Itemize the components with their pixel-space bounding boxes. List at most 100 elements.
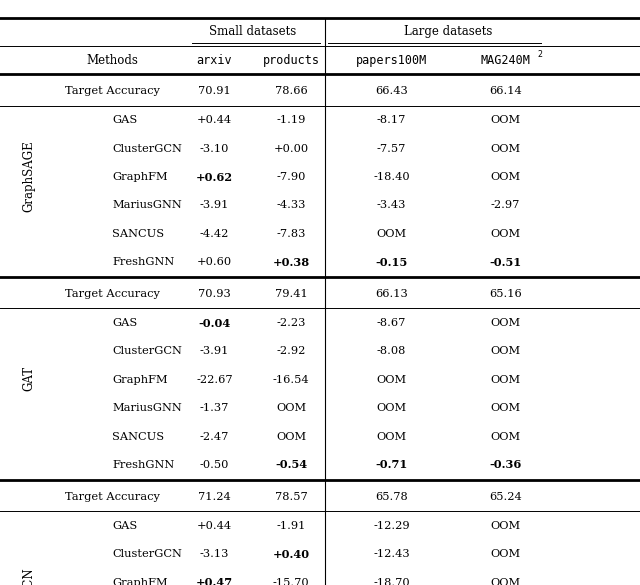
Text: -4.33: -4.33: [276, 201, 306, 211]
Text: SANCUS: SANCUS: [112, 432, 164, 442]
Text: -3.91: -3.91: [200, 201, 229, 211]
Text: GraphFM: GraphFM: [112, 172, 168, 182]
Text: OOM: OOM: [490, 578, 521, 585]
Text: 66.13: 66.13: [375, 289, 408, 299]
Text: -1.91: -1.91: [276, 521, 306, 531]
Text: GAS: GAS: [112, 521, 137, 531]
Text: OOM: OOM: [490, 375, 521, 385]
Text: 79.41: 79.41: [275, 289, 308, 299]
Text: -3.91: -3.91: [200, 346, 229, 356]
Text: OOM: OOM: [490, 521, 521, 531]
Text: ClusterGCN: ClusterGCN: [112, 346, 182, 356]
Text: OOM: OOM: [490, 229, 521, 239]
Text: -1.37: -1.37: [200, 403, 229, 413]
Text: -2.23: -2.23: [276, 318, 306, 328]
Text: 66.43: 66.43: [375, 87, 408, 97]
Text: -8.67: -8.67: [377, 318, 406, 328]
Text: Small datasets: Small datasets: [209, 25, 296, 38]
Text: OOM: OOM: [490, 115, 521, 125]
Text: Methods: Methods: [86, 54, 138, 67]
Text: -7.83: -7.83: [276, 229, 306, 239]
Text: products: products: [262, 54, 320, 67]
Text: +0.62: +0.62: [196, 171, 233, 183]
Text: OOM: OOM: [276, 432, 307, 442]
Text: ClusterGCN: ClusterGCN: [112, 144, 182, 154]
Text: OOM: OOM: [490, 549, 521, 559]
Text: GCN: GCN: [22, 567, 35, 585]
Text: MariusGNN: MariusGNN: [112, 403, 182, 413]
Text: 66.14: 66.14: [489, 87, 522, 97]
Text: -16.54: -16.54: [273, 375, 310, 385]
Text: 70.93: 70.93: [198, 289, 231, 299]
Text: -0.15: -0.15: [376, 257, 408, 267]
Text: -12.43: -12.43: [373, 549, 410, 559]
Text: Large datasets: Large datasets: [404, 25, 492, 38]
Text: -15.70: -15.70: [273, 578, 310, 585]
Text: -8.17: -8.17: [377, 115, 406, 125]
Text: -0.04: -0.04: [198, 318, 230, 329]
Text: 65.24: 65.24: [489, 492, 522, 502]
Text: OOM: OOM: [376, 432, 407, 442]
Text: ClusterGCN: ClusterGCN: [112, 549, 182, 559]
Text: MariusGNN: MariusGNN: [112, 201, 182, 211]
Text: Target Accuracy: Target Accuracy: [65, 492, 159, 502]
Text: -12.29: -12.29: [373, 521, 410, 531]
Text: FreshGNN: FreshGNN: [112, 257, 174, 267]
Text: -2.97: -2.97: [491, 201, 520, 211]
Text: -3.10: -3.10: [200, 144, 229, 154]
Text: OOM: OOM: [490, 346, 521, 356]
Text: OOM: OOM: [376, 229, 407, 239]
Text: -0.51: -0.51: [490, 257, 522, 267]
Text: +0.47: +0.47: [196, 577, 233, 585]
Text: OOM: OOM: [490, 144, 521, 154]
Text: -0.71: -0.71: [376, 459, 408, 470]
Text: 71.24: 71.24: [198, 492, 231, 502]
Text: GraphSAGE: GraphSAGE: [22, 140, 35, 212]
Text: 2: 2: [538, 50, 543, 58]
Text: 70.91: 70.91: [198, 87, 231, 97]
Text: -2.92: -2.92: [276, 346, 306, 356]
Text: -8.08: -8.08: [377, 346, 406, 356]
Text: FreshGNN: FreshGNN: [112, 460, 174, 470]
Text: 78.66: 78.66: [275, 87, 308, 97]
Text: +0.60: +0.60: [197, 257, 232, 267]
Text: -22.67: -22.67: [196, 375, 233, 385]
Text: +0.00: +0.00: [274, 144, 308, 154]
Text: arxiv: arxiv: [196, 54, 232, 67]
Text: -0.54: -0.54: [275, 459, 307, 470]
Text: -1.19: -1.19: [276, 115, 306, 125]
Text: Target Accuracy: Target Accuracy: [65, 87, 159, 97]
Text: -4.42: -4.42: [200, 229, 229, 239]
Text: +0.44: +0.44: [197, 521, 232, 531]
Text: SANCUS: SANCUS: [112, 229, 164, 239]
Text: -18.40: -18.40: [373, 172, 410, 182]
Text: -2.47: -2.47: [200, 432, 229, 442]
Text: GAT: GAT: [22, 366, 35, 391]
Text: GraphFM: GraphFM: [112, 375, 168, 385]
Text: -3.13: -3.13: [200, 549, 229, 559]
Text: GAS: GAS: [112, 115, 137, 125]
Text: -18.70: -18.70: [373, 578, 410, 585]
Text: -7.90: -7.90: [276, 172, 306, 182]
Text: 78.57: 78.57: [275, 492, 308, 502]
Text: MAG240M: MAG240M: [481, 54, 531, 67]
Text: +0.44: +0.44: [197, 115, 232, 125]
Text: OOM: OOM: [376, 403, 407, 413]
Text: OOM: OOM: [490, 318, 521, 328]
Text: OOM: OOM: [490, 432, 521, 442]
Text: -0.36: -0.36: [490, 459, 522, 470]
Text: OOM: OOM: [276, 403, 307, 413]
Text: OOM: OOM: [490, 403, 521, 413]
Text: 65.16: 65.16: [489, 289, 522, 299]
Text: Target Accuracy: Target Accuracy: [65, 289, 159, 299]
Text: GAS: GAS: [112, 318, 137, 328]
Text: -3.43: -3.43: [377, 201, 406, 211]
Text: GraphFM: GraphFM: [112, 578, 168, 585]
Text: OOM: OOM: [490, 172, 521, 182]
Text: -0.50: -0.50: [200, 460, 229, 470]
Text: +0.40: +0.40: [273, 549, 310, 560]
Text: papers100M: papers100M: [356, 54, 428, 67]
Text: OOM: OOM: [376, 375, 407, 385]
Text: -7.57: -7.57: [377, 144, 406, 154]
Text: 65.78: 65.78: [375, 492, 408, 502]
